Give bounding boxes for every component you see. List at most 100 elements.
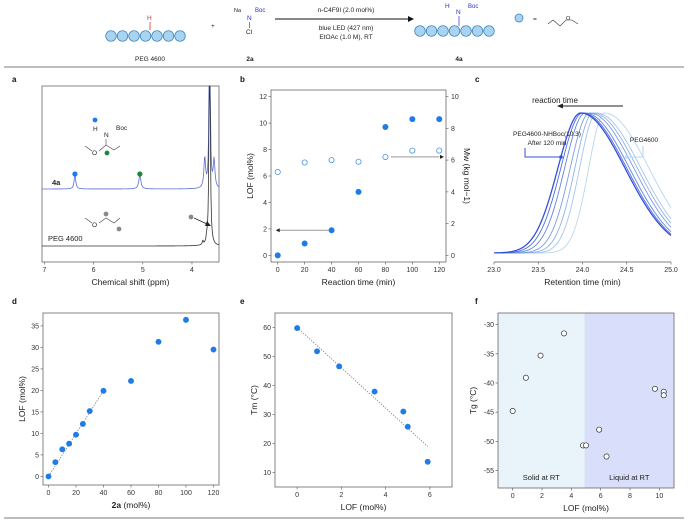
struct-h: H (93, 126, 98, 133)
panel-label-a: a (12, 75, 17, 84)
data-point (404, 423, 411, 430)
mw-point (274, 169, 281, 176)
y-axis-label: LOF (mol%) (245, 153, 255, 199)
y-tick-label: 6 (451, 158, 455, 165)
lof-point (355, 188, 362, 195)
x-tick-label: 0 (511, 493, 515, 500)
panel-label-f: f (475, 297, 478, 306)
x-tick-label: 4 (190, 267, 194, 274)
y-tick-label: 8 (263, 147, 267, 154)
x-tick-label: 80 (155, 490, 163, 497)
panel-c-gpc: c 23.0 23.5 24.0 24.5 25.0 Retention time (min… (475, 75, 678, 287)
e-plot-frame (274, 312, 453, 488)
product-leader-line (524, 148, 561, 158)
x-tick-label: 4 (384, 492, 388, 499)
x-tick-label: 8 (628, 493, 632, 500)
data-point (651, 385, 658, 392)
x-tick-label: 2 (540, 493, 544, 500)
peg-bead (425, 25, 438, 37)
bead-legend-icon (514, 13, 524, 23)
x-axis-label-bold: 2a (112, 500, 124, 510)
x-tick-label: 24.0 (576, 267, 590, 274)
x-tick-label: 6 (428, 492, 432, 499)
data-point (509, 408, 516, 414)
data-point (73, 431, 79, 438)
y-tick-label: 10 (259, 121, 267, 128)
x-tick-label: 6 (92, 267, 96, 274)
x-tick-label: 25.0 (664, 267, 678, 274)
panel-a-nmr: a 7 6 5 4 Chemical shift (ppm) 4a PEG 4600 HN Boc… (12, 75, 220, 287)
data-point (66, 440, 73, 447)
y-axis-label: Tg (°C) (468, 387, 478, 415)
y-tick-label: 2 (263, 226, 267, 233)
y-tick-label: 10 (263, 470, 271, 477)
arrow-head (439, 154, 444, 159)
y2-axis-label: Mw (kg mol−1) (462, 148, 472, 204)
n-atom: N (247, 15, 252, 22)
x-tick-label: 60 (355, 267, 363, 274)
peg-bead (162, 30, 175, 42)
data-point (660, 392, 667, 399)
leader-dot (625, 155, 629, 159)
y-tick-label: 20 (31, 388, 39, 395)
struct-bonds (84, 139, 121, 152)
b-plot-frame (270, 89, 447, 263)
y-tick-label: 12 (259, 94, 267, 101)
x-tick-label: 7 (43, 267, 47, 274)
peg-chain-product (414, 25, 495, 37)
x-tick-label: 24.5 (620, 267, 634, 274)
plus-sign: + (211, 23, 215, 30)
y-tick-label: -45 (484, 410, 494, 417)
data-point (183, 316, 189, 323)
start-trace-label: PEG4600 (630, 137, 659, 144)
mw-point (436, 147, 443, 154)
x-axis-label-unit: (mol%) (123, 500, 150, 510)
y-tick-label: 40 (263, 383, 271, 390)
ch-marker (137, 171, 143, 177)
product-trace-label: PEG4600-NHBoc(10.3) (513, 131, 581, 138)
peg-chain-reactant (105, 30, 186, 42)
data-point (336, 363, 343, 370)
data-point (210, 346, 217, 353)
mw-point (382, 153, 389, 160)
x-tick-label: 23.0 (487, 267, 501, 274)
x-axis-label: Retention time (min) (544, 277, 621, 287)
product-trace-sublabel: After 120 min (528, 140, 567, 147)
panel-d-loading: d 0 20 40 60 80 100 120 0 5 10 15 20 25 30 35 2a (mol%) L… (12, 297, 219, 510)
mw-point (301, 159, 308, 166)
y-tick-label: 15 (31, 409, 39, 416)
y-tick-label: 6 (263, 174, 267, 181)
reactant2-label: 2a (246, 56, 254, 63)
data-point (424, 458, 431, 465)
y-tick-label: 4 (451, 189, 455, 196)
y-tick-label: 4 (263, 200, 267, 207)
y-tick-label: 8 (451, 126, 455, 133)
x-tick-label: 4 (569, 493, 573, 500)
mw-point (355, 158, 362, 165)
mw-point (409, 147, 416, 154)
mw-point (328, 157, 335, 164)
x-tick-label: 100 (407, 267, 419, 274)
peg-bead (128, 30, 140, 42)
peg-bead (414, 25, 426, 37)
x-tick-label: 120 (433, 267, 445, 274)
start-leader-line (627, 146, 644, 158)
y-axis-label: Tm (°C) (249, 385, 259, 415)
panel-f-tg: Solid at RT Liquid at RT f 0 2 4 6 8 10 -30 -35 -40… (468, 297, 675, 513)
x-tick-label: 60 (127, 490, 135, 497)
peg-marker (103, 211, 109, 217)
struct-boc: Boc (116, 125, 128, 132)
a-plot-frame (41, 85, 220, 263)
lof-point (436, 116, 443, 123)
oxygen-atom: O (566, 16, 571, 22)
x-tick-label: 20 (72, 490, 80, 497)
x-tick-label: 5 (141, 267, 145, 274)
x-tick-label: 2 (339, 492, 343, 499)
y-tick-label: -35 (484, 351, 494, 358)
data-point (314, 348, 320, 355)
product-boc: Boc (468, 4, 478, 10)
d-plot-frame (42, 312, 220, 486)
na-atom: Na (234, 8, 242, 14)
x-tick-label: 20 (301, 267, 309, 274)
